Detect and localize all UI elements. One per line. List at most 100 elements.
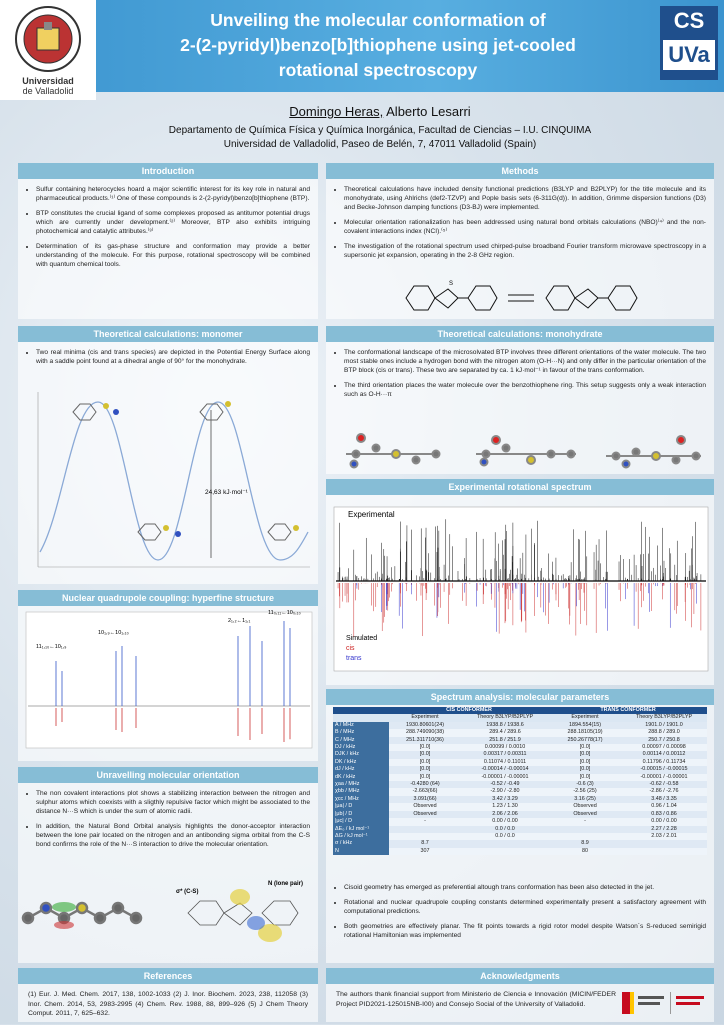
section-heading: Theoretical calculations: monohydrate [326, 326, 714, 342]
row-label: B / MHz [333, 729, 389, 737]
bullet: Two real minima (cis and trans species) … [36, 348, 310, 366]
section-body: (1) Eur. J. Med. Chem. 2017, 138, 1002-1… [18, 984, 318, 1022]
table-cell: -2.90 / -2.80 [461, 788, 550, 796]
bullet: The non covalent interactions plot shows… [36, 789, 310, 816]
table-cell: [0.0] [549, 766, 622, 774]
table-cell: 0.96 / 1.04 [621, 803, 708, 811]
table-row: χaa / MHz -0.4280 (64) -0.52 / -0.49 -0.6 (… [333, 781, 708, 789]
logo-text: CS [673, 8, 705, 33]
table-row: CIS CONFORMER TRANS CONFORMER [333, 707, 708, 715]
section-heading: Theoretical calculations: monomer [18, 326, 318, 342]
affiliation-line: Universidad de Valladolid, Paseo de Belé… [223, 139, 537, 150]
table-row: DJ / kHz [0.0] 0.00099 / 0.0010 [0.0] 0.0009… [333, 744, 708, 752]
row-label: σ / kHz [333, 840, 389, 848]
orbital-label: σ* (C-S) [176, 889, 198, 895]
row-label: χaa / MHz [333, 781, 389, 789]
table-cell: 0.00097 / 0.00098 [621, 744, 708, 752]
table-cell: 289.4 / 289.6 [461, 729, 550, 737]
table-cell: 0.11796 / 0.11734 [621, 758, 708, 767]
row-label: dJ / kHz [333, 766, 389, 774]
table-cell: 1894.554(15) [549, 721, 622, 730]
molecule [199, 401, 231, 421]
structure-scheme: S [405, 281, 638, 311]
row-label: |μc| / D [333, 818, 389, 826]
seal [15, 6, 81, 72]
table-row: χcc / MHz 3.091(66) 3.42 / 3.29 3.16 (25) 3.… [333, 795, 708, 804]
table-row: ΔE₀ / kJ mol⁻¹ 0.0 / 0.0 2.27 / 2.28 [333, 825, 708, 833]
table-row: DJK / kHz [0.0] 0.00317 / 0.00311 [0.0] 0.00… [333, 751, 708, 759]
section-heading: Methods [326, 163, 714, 179]
table-cell: 3.48 / 3.35 [621, 795, 708, 804]
bullet: Cisoid geometry has emerged as preferent… [344, 883, 706, 892]
bullet-list: Theoretical calculations have included d… [326, 179, 714, 260]
table-cell: 288.8 / 289.0 [621, 729, 708, 737]
table-cell: 2.06 / 2.06 [461, 810, 550, 819]
row-label: χbb / MHz [333, 788, 389, 796]
nci-nbo-figure: σ* (C-S) N (lone pair) [21, 881, 303, 942]
table-cell: 288.749090(38) [389, 729, 461, 737]
table-cell [389, 832, 461, 841]
table-cell: [0.0] [549, 744, 622, 752]
bullet: In addition, the Natural Bond Orbital an… [36, 822, 310, 849]
row-label: ΔE₀ / kJ mol⁻¹ [333, 825, 389, 833]
table-row: A / MHz 1930.80601(24) 1938.8 / 1938.6 1894… [333, 721, 708, 730]
bullet: Theoretical calculations have included d… [344, 185, 706, 212]
bullet: The third orientation places the water m… [344, 381, 706, 399]
table-cell: -2.663(66) [389, 788, 461, 796]
table-row: σ / kHz 8.7 8.9 [333, 840, 708, 848]
table-cell: 250.7 / 250.8 [621, 736, 708, 745]
spectrum-plot: Experimental Simulated cis trans [333, 506, 709, 672]
group-header: TRANS CONFORMER [549, 707, 708, 715]
table-cell: [0.0] [549, 758, 622, 767]
group-header: CIS CONFORMER [389, 707, 550, 715]
author: Domingo Heras, [289, 104, 384, 119]
table-cell: 80 [549, 847, 622, 856]
funding-logo [622, 992, 704, 1014]
row-label: DJ / kHz [333, 744, 389, 752]
legend-text: cis [346, 645, 355, 652]
section-body: 11₁,₁₀←10₁,₉ 10₁,₉←10₁,₁₀ 2₁,₂←1₁,₁ 11₀,… [18, 606, 318, 761]
table-cell: 1.23 / 1.30 [461, 803, 550, 811]
section-body: Two real minima (cis and trans species) … [18, 342, 318, 584]
section-body: The conformational landscape of the micr… [326, 342, 714, 474]
table-cell: 288.18105(19) [549, 729, 622, 737]
acknowledgments-text: The authors thank financial support from… [336, 991, 616, 1008]
energy-label: 24,63 kJ·mol⁻¹ [205, 489, 249, 496]
table-cell: -2.86 / -2.76 [621, 788, 708, 796]
table-cell: [0.0] [549, 773, 622, 782]
section-heading: Unravelling molecular orientation [18, 767, 318, 783]
table-cell: [0.0] [389, 766, 461, 774]
row-label: DK / kHz [333, 758, 389, 767]
table-row: |μc| / D -0.00 / 0.00-0.00 / 0.00 [333, 818, 708, 826]
table-row: N 307 80 [333, 847, 708, 856]
bullet-list: Two real minima (cis and trans species) … [18, 342, 318, 366]
table-row: χbb / MHz -2.663(66) -2.90 / -2.80 -2.56 (2… [333, 788, 708, 796]
table-cell: -0.52 / -0.49 [461, 781, 550, 789]
row-label: dK / kHz [333, 773, 389, 782]
table-cell: 2.03 / 2.01 [621, 832, 708, 841]
section-body: The authors thank financial support from… [326, 984, 714, 1022]
table-cell: Observed [549, 810, 622, 819]
legend-text: trans [346, 655, 362, 662]
table-cell: [0.0] [389, 751, 461, 759]
section-heading: Experimental rotational spectrum [326, 479, 714, 495]
title-line: 2-(2-pyridyl)benzo[b]thiophene using jet… [180, 35, 576, 55]
table-cell: -0.00015 / -0.00015 [621, 766, 708, 774]
table-cell: 1930.80601(24) [389, 721, 461, 730]
table-corner [333, 707, 389, 715]
bullet-list: Sulfur containing heterocycles hoard a m… [18, 179, 318, 269]
bullet: The investigation of the rotational spec… [344, 242, 706, 260]
table-row: DK / kHz [0.0] 0.11074 / 0.11011 [0.0] 0.117… [333, 758, 708, 767]
table-cell: -0.00001 / -0.00001 [621, 773, 708, 782]
bullet: Molecular orientation rationalization ha… [344, 218, 706, 236]
section-body: Theoretical calculations have included d… [326, 179, 714, 319]
table-cell: 1938.8 / 1938.6 [461, 721, 550, 730]
affiliation-line: Departamento de Química Física y Química… [168, 125, 592, 136]
table-cell [389, 825, 461, 833]
table-cell: 0.00 / 0.00 [461, 818, 550, 826]
energy-profile: 24,63 kJ·mol⁻¹ [37, 392, 310, 568]
bullet: Sulfur containing heterocycles hoard a m… [36, 185, 310, 203]
table-cell: 3.16 (25) [549, 795, 622, 804]
